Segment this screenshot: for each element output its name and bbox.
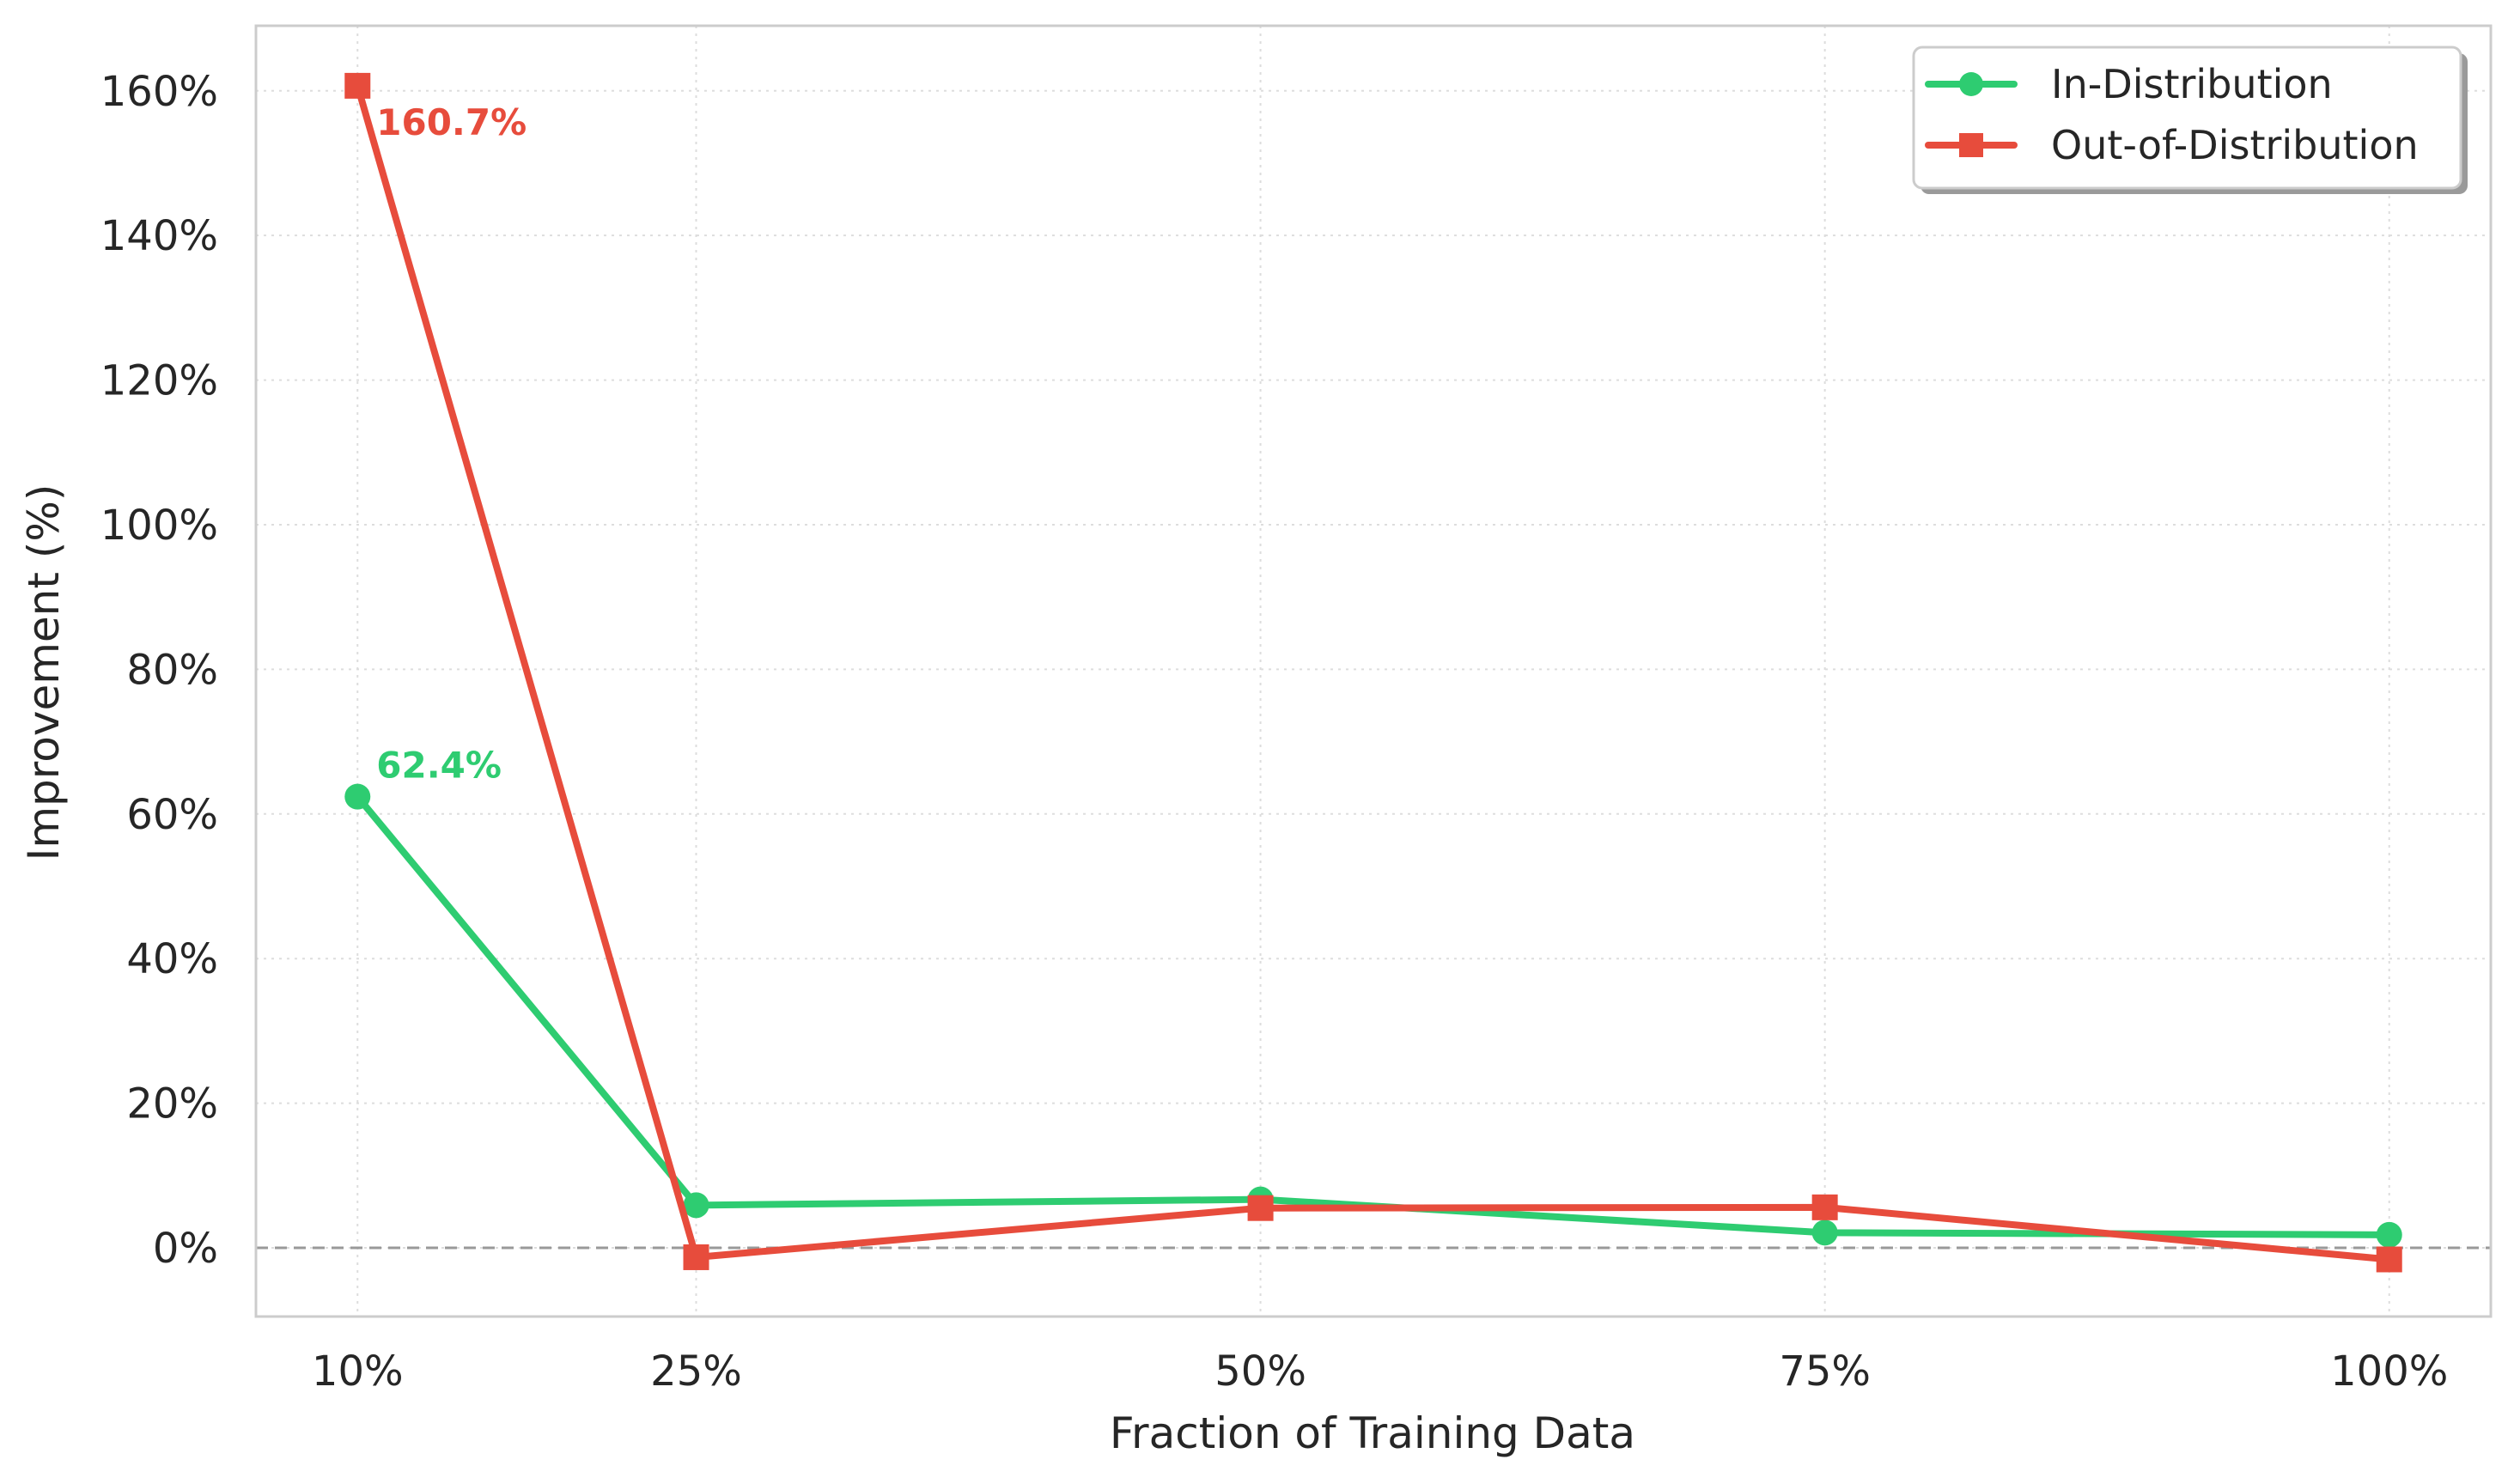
y-tick-label: 160%: [100, 68, 218, 116]
y-tick-label: 80%: [126, 646, 218, 694]
legend-items: In-Distribution Out-of-Distribution: [1925, 61, 2419, 168]
y-tick-label: 0%: [153, 1225, 218, 1273]
y-tick-label: 20%: [126, 1080, 218, 1128]
legend-item: In-Distribution: [1925, 61, 2333, 107]
legend: In-Distribution Out-of-Distribution: [1912, 46, 2468, 194]
data-label: 160.7%: [376, 101, 527, 143]
data-label: 62.4%: [376, 745, 502, 787]
data-point-out-of-distribution: [1247, 1195, 1274, 1221]
series-group: [344, 72, 2402, 1273]
data-point-out-of-distribution: [1811, 1194, 1838, 1220]
y-tick-label: 40%: [126, 935, 218, 983]
y-tick-label: 120%: [100, 357, 218, 405]
grid: [256, 26, 2491, 1317]
legend-marker-square: [1959, 133, 1983, 157]
annotations: 62.4% 160.7%: [376, 101, 527, 787]
plot-frame: [254, 24, 2493, 1318]
legend-label: Out-of-Distribution: [2051, 122, 2419, 168]
y-tick-label: 100%: [100, 502, 218, 550]
x-tick-label: 100%: [2330, 1347, 2448, 1396]
data-point-in-distribution: [344, 783, 371, 810]
x-tick-label: 50%: [1214, 1347, 1306, 1396]
data-point-in-distribution: [1811, 1219, 1838, 1246]
data-point-out-of-distribution: [683, 1244, 709, 1270]
y-axis-label: Improvement (%): [19, 484, 69, 861]
data-point-out-of-distribution: [2376, 1246, 2402, 1273]
legend-label: In-Distribution: [2051, 61, 2333, 107]
y-tick-label: 60%: [126, 791, 218, 839]
legend-marker-circle: [1959, 72, 1983, 96]
data-point-out-of-distribution: [344, 72, 371, 99]
data-point-in-distribution: [2376, 1221, 2402, 1248]
x-tick-label: 25%: [650, 1347, 742, 1396]
x-tick-label: 75%: [1779, 1347, 1871, 1396]
series-out-of-distribution: [344, 72, 2402, 1273]
y-axis-ticks: 0% 20% 40% 60% 80% 100% 120% 140% 160%: [100, 68, 218, 1273]
x-tick-label: 10%: [312, 1347, 404, 1396]
legend-box: [1912, 46, 2462, 190]
y-tick-label: 140%: [100, 212, 218, 260]
data-point-in-distribution: [683, 1192, 709, 1219]
x-axis-ticks: 10% 25% 50% 75% 100%: [312, 1347, 2448, 1396]
x-axis-label: Fraction of Training Data: [1110, 1408, 1635, 1458]
legend-item: Out-of-Distribution: [1925, 122, 2419, 168]
